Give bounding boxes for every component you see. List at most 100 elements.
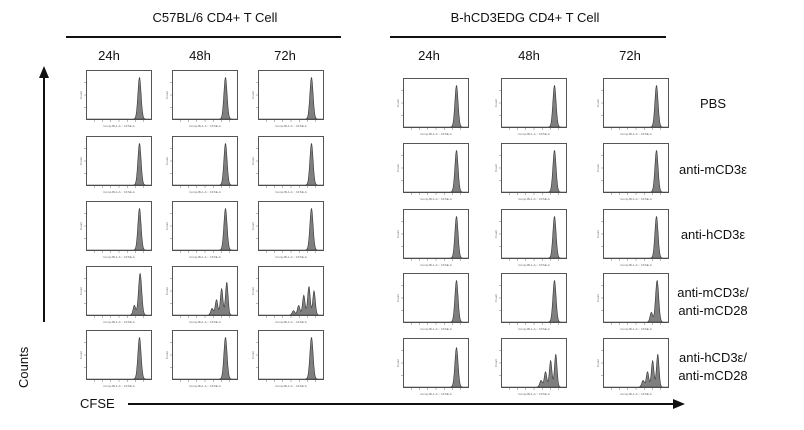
col-label-c57-72h: 72h [274, 48, 296, 63]
panel-y-axis-text: Count [494, 99, 498, 107]
histogram-fill [259, 336, 323, 380]
histogram-fill [87, 207, 151, 251]
panel-x-axis-text: Comp-BL1-A :: CFSE-A [189, 124, 221, 128]
panel-y-axis-text: Count [251, 157, 255, 165]
x-axis-label: CFSE [80, 396, 115, 411]
panel-y-axis-text: Count [79, 222, 83, 230]
histogram-fill [604, 354, 668, 388]
histogram-fill [502, 84, 566, 128]
histogram-panel: Comp-BL1-A :: CFSE-A Count [165, 330, 238, 388]
histogram-fill [502, 149, 566, 193]
histogram-fill [259, 142, 323, 186]
histogram-panel: Comp-BL1-A :: CFSE-A Count [251, 266, 324, 324]
histogram-panel: Comp-BL1-A :: CFSE-A Count [165, 266, 238, 324]
x-axis-arrow [128, 399, 685, 409]
panel-x-axis-text: Comp-BL1-A :: CFSE-A [275, 124, 307, 128]
histogram-panel: Comp-BL1-A :: CFSE-A Count [494, 143, 567, 201]
panel-x-axis-text: Comp-BL1-A :: CFSE-A [103, 255, 135, 259]
panel-x-axis-text: Comp-BL1-A :: CFSE-A [103, 384, 135, 388]
group-title-c57bl6: C57BL/6 CD4+ T Cell [152, 10, 278, 25]
row-label-anti-hcd3e: anti-hCD3ε [658, 226, 768, 244]
col-label-bh-48h: 48h [518, 48, 540, 63]
panel-y-axis-text: Count [494, 230, 498, 238]
row-label-pbs: PBS [658, 95, 768, 113]
histogram-panel: Comp-BL1-A :: CFSE-A Count [165, 201, 238, 259]
histogram-panel: Comp-BL1-A :: CFSE-A Count [596, 78, 669, 136]
col-label-c57-48h: 48h [189, 48, 211, 63]
histogram-fill [259, 286, 323, 316]
panel-y-axis-text: Count [596, 99, 600, 107]
panel-x-axis-text: Comp-BL1-A :: CFSE-A [518, 327, 550, 331]
histogram-fill [502, 279, 566, 323]
panel-y-axis-text: Count [396, 164, 400, 172]
panel-y-axis-text: Count [165, 91, 169, 99]
panel-x-axis-text: Comp-BL1-A :: CFSE-A [103, 124, 135, 128]
panel-x-axis-text: Comp-BL1-A :: CFSE-A [518, 197, 550, 201]
panel-x-axis-text: Comp-BL1-A :: CFSE-A [275, 320, 307, 324]
histogram-fill [404, 347, 468, 388]
panel-x-axis-text: Comp-BL1-A :: CFSE-A [275, 384, 307, 388]
panel-x-axis-text: Comp-BL1-A :: CFSE-A [420, 263, 452, 267]
group-underline-bhcd3edg [390, 36, 666, 38]
histogram-fill [604, 215, 668, 259]
panel-x-axis-text: Comp-BL1-A :: CFSE-A [518, 263, 550, 267]
histogram-fill [259, 76, 323, 120]
panel-x-axis-text: Comp-BL1-A :: CFSE-A [189, 384, 221, 388]
histogram-fill [404, 215, 468, 259]
panel-y-axis-text: Count [251, 287, 255, 295]
histogram-fill [173, 282, 237, 316]
panel-y-axis-text: Count [79, 351, 83, 359]
panel-y-axis-text: Count [165, 157, 169, 165]
group-underline-c57bl6 [66, 36, 341, 38]
histogram-fill [173, 142, 237, 186]
histogram-panel: Comp-BL1-A :: CFSE-A Count [79, 201, 152, 259]
panel-y-axis-text: Count [79, 91, 83, 99]
histogram-panel: Comp-BL1-A :: CFSE-A Count [396, 143, 469, 201]
panel-x-axis-text: Comp-BL1-A :: CFSE-A [620, 263, 652, 267]
histogram-panel: Comp-BL1-A :: CFSE-A Count [396, 209, 469, 267]
panel-y-axis-text: Count [251, 222, 255, 230]
histogram-panel: Comp-BL1-A :: CFSE-A Count [396, 273, 469, 331]
panel-x-axis-text: Comp-BL1-A :: CFSE-A [275, 190, 307, 194]
panel-x-axis-text: Comp-BL1-A :: CFSE-A [620, 392, 652, 396]
histogram-panel: Comp-BL1-A :: CFSE-A Count [79, 266, 152, 324]
panel-y-axis-text: Count [396, 230, 400, 238]
row-label-anti-hcd3e-mcd28-line2: anti-mCD28 [678, 368, 748, 383]
panel-x-axis-text: Comp-BL1-A :: CFSE-A [420, 392, 452, 396]
panel-y-axis-text: Count [79, 157, 83, 165]
row-label-anti-mcd3e-mcd28: anti-mCD3ε/ anti-mCD28 [658, 284, 768, 320]
histogram-panel: Comp-BL1-A :: CFSE-A Count [494, 209, 567, 267]
row-label-anti-hcd3e-mcd28: anti-hCD3ε/ anti-mCD28 [658, 349, 768, 385]
histogram-fill [173, 76, 237, 120]
histogram-panel: Comp-BL1-A :: CFSE-A Count [596, 209, 669, 267]
histogram-panel: Comp-BL1-A :: CFSE-A Count [79, 136, 152, 194]
histogram-fill [604, 84, 668, 128]
histogram-fill [87, 76, 151, 120]
panel-y-axis-text: Count [396, 294, 400, 302]
panel-y-axis-text: Count [165, 351, 169, 359]
panel-y-axis-text: Count [596, 359, 600, 367]
histogram-fill [87, 336, 151, 380]
panel-y-axis-text: Count [251, 91, 255, 99]
histogram-fill [173, 336, 237, 380]
histogram-panel: Comp-BL1-A :: CFSE-A Count [165, 136, 238, 194]
panel-x-axis-text: Comp-BL1-A :: CFSE-A [420, 132, 452, 136]
histogram-fill [173, 207, 237, 251]
panel-x-axis-text: Comp-BL1-A :: CFSE-A [275, 255, 307, 259]
y-axis-arrow [39, 66, 49, 322]
histogram-panel: Comp-BL1-A :: CFSE-A Count [251, 70, 324, 128]
histogram-panel: Comp-BL1-A :: CFSE-A Count [596, 338, 669, 396]
panel-x-axis-text: Comp-BL1-A :: CFSE-A [103, 320, 135, 324]
panel-x-axis-text: Comp-BL1-A :: CFSE-A [518, 132, 550, 136]
histogram-fill [604, 149, 668, 193]
histogram-panel: Comp-BL1-A :: CFSE-A Count [596, 143, 669, 201]
panel-x-axis-text: Comp-BL1-A :: CFSE-A [420, 327, 452, 331]
panel-x-axis-text: Comp-BL1-A :: CFSE-A [189, 190, 221, 194]
panel-y-axis-text: Count [596, 164, 600, 172]
panel-x-axis-text: Comp-BL1-A :: CFSE-A [103, 190, 135, 194]
col-label-bh-72h: 72h [619, 48, 641, 63]
panel-x-axis-text: Comp-BL1-A :: CFSE-A [189, 320, 221, 324]
row-label-anti-mcd3e: anti-mCD3ε [658, 161, 768, 179]
histogram-fill [404, 149, 468, 193]
